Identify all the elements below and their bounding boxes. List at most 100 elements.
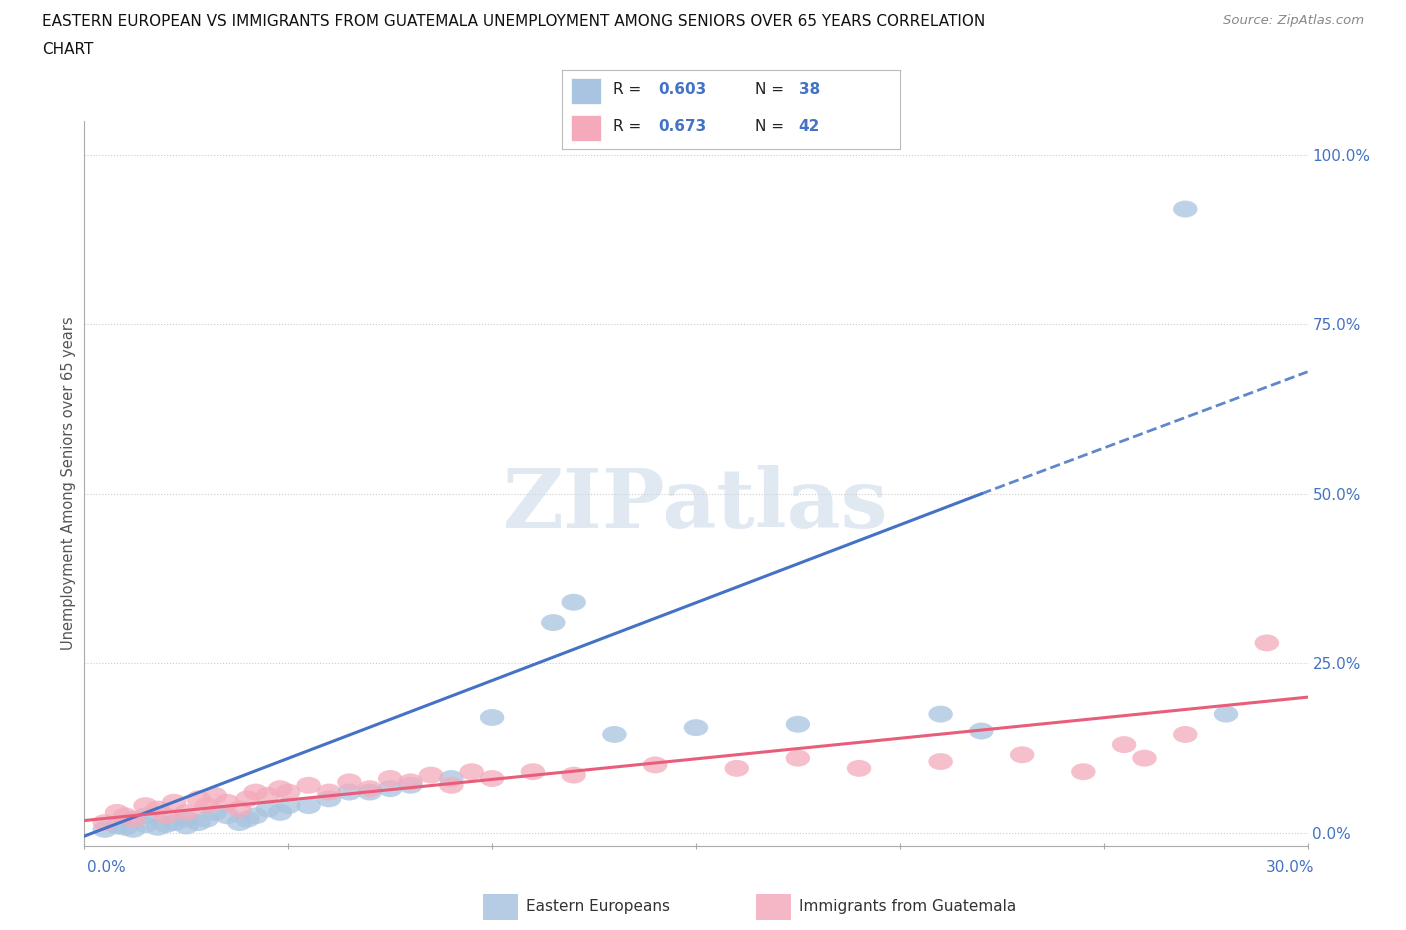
- Ellipse shape: [112, 807, 138, 824]
- Ellipse shape: [683, 719, 709, 737]
- Ellipse shape: [256, 801, 280, 817]
- Ellipse shape: [186, 790, 211, 807]
- FancyBboxPatch shape: [571, 114, 602, 141]
- Ellipse shape: [121, 811, 146, 828]
- Text: Source: ZipAtlas.com: Source: ZipAtlas.com: [1223, 14, 1364, 27]
- Text: 38: 38: [799, 83, 820, 98]
- Ellipse shape: [112, 818, 138, 836]
- Text: EASTERN EUROPEAN VS IMMIGRANTS FROM GUATEMALA UNEMPLOYMENT AMONG SENIORS OVER 65: EASTERN EUROPEAN VS IMMIGRANTS FROM GUAT…: [42, 14, 986, 29]
- Ellipse shape: [357, 784, 382, 801]
- Ellipse shape: [276, 784, 301, 801]
- Text: N =: N =: [755, 119, 789, 134]
- Ellipse shape: [153, 817, 179, 833]
- Ellipse shape: [215, 807, 239, 824]
- Ellipse shape: [243, 784, 269, 801]
- Ellipse shape: [1213, 706, 1239, 723]
- Ellipse shape: [479, 770, 505, 787]
- Ellipse shape: [561, 766, 586, 784]
- Ellipse shape: [1112, 737, 1136, 753]
- Ellipse shape: [134, 817, 157, 833]
- Ellipse shape: [276, 797, 301, 814]
- Ellipse shape: [398, 777, 423, 794]
- Ellipse shape: [186, 814, 211, 831]
- Ellipse shape: [297, 797, 321, 814]
- Text: 0.673: 0.673: [658, 119, 707, 134]
- Ellipse shape: [202, 804, 228, 821]
- Ellipse shape: [316, 790, 342, 807]
- Ellipse shape: [398, 774, 423, 790]
- Ellipse shape: [256, 787, 280, 804]
- Ellipse shape: [269, 804, 292, 821]
- Ellipse shape: [228, 814, 252, 831]
- Ellipse shape: [928, 706, 953, 723]
- Ellipse shape: [357, 780, 382, 797]
- Ellipse shape: [786, 750, 810, 766]
- Ellipse shape: [174, 817, 198, 834]
- Ellipse shape: [520, 764, 546, 780]
- Ellipse shape: [419, 766, 443, 784]
- Ellipse shape: [1010, 746, 1035, 764]
- Y-axis label: Unemployment Among Seniors over 65 years: Unemployment Among Seniors over 65 years: [60, 317, 76, 650]
- FancyBboxPatch shape: [756, 894, 790, 920]
- Ellipse shape: [724, 760, 749, 777]
- Text: N =: N =: [755, 83, 789, 98]
- Ellipse shape: [1132, 750, 1157, 766]
- Ellipse shape: [297, 777, 321, 794]
- Ellipse shape: [243, 807, 269, 824]
- Ellipse shape: [846, 760, 872, 777]
- Text: 42: 42: [799, 119, 820, 134]
- Ellipse shape: [162, 794, 186, 811]
- Text: CHART: CHART: [42, 42, 94, 57]
- Ellipse shape: [235, 790, 260, 807]
- Ellipse shape: [1071, 764, 1095, 780]
- Text: 0.603: 0.603: [658, 83, 707, 98]
- Text: R =: R =: [613, 83, 647, 98]
- Ellipse shape: [460, 764, 484, 780]
- Ellipse shape: [479, 709, 505, 726]
- Ellipse shape: [153, 807, 179, 824]
- Ellipse shape: [786, 716, 810, 733]
- FancyBboxPatch shape: [484, 894, 517, 920]
- Ellipse shape: [104, 804, 129, 821]
- Ellipse shape: [643, 756, 668, 774]
- Ellipse shape: [146, 818, 170, 836]
- Ellipse shape: [378, 780, 402, 797]
- Ellipse shape: [337, 774, 361, 790]
- Ellipse shape: [561, 593, 586, 611]
- Ellipse shape: [1173, 726, 1198, 743]
- Ellipse shape: [1173, 201, 1198, 218]
- Ellipse shape: [194, 797, 219, 814]
- Ellipse shape: [602, 726, 627, 743]
- Ellipse shape: [174, 804, 198, 821]
- Ellipse shape: [134, 797, 157, 814]
- Text: 0.0%: 0.0%: [87, 860, 127, 875]
- Ellipse shape: [541, 614, 565, 631]
- Ellipse shape: [316, 784, 342, 801]
- Ellipse shape: [194, 811, 219, 828]
- Ellipse shape: [228, 801, 252, 817]
- Ellipse shape: [93, 814, 117, 831]
- Ellipse shape: [215, 794, 239, 811]
- Text: 30.0%: 30.0%: [1267, 860, 1315, 875]
- Ellipse shape: [928, 753, 953, 770]
- Ellipse shape: [378, 770, 402, 787]
- Ellipse shape: [969, 723, 994, 739]
- Text: Eastern Europeans: Eastern Europeans: [526, 899, 671, 914]
- Ellipse shape: [202, 787, 228, 804]
- FancyBboxPatch shape: [571, 78, 602, 104]
- Text: Immigrants from Guatemala: Immigrants from Guatemala: [799, 899, 1017, 914]
- Ellipse shape: [235, 811, 260, 828]
- Text: ZIPatlas: ZIPatlas: [503, 465, 889, 545]
- Ellipse shape: [121, 821, 146, 838]
- Ellipse shape: [146, 801, 170, 817]
- Ellipse shape: [134, 807, 157, 824]
- Ellipse shape: [337, 784, 361, 801]
- Ellipse shape: [174, 811, 198, 828]
- Ellipse shape: [1254, 634, 1279, 651]
- Ellipse shape: [104, 817, 129, 834]
- Ellipse shape: [269, 780, 292, 797]
- Text: R =: R =: [613, 119, 647, 134]
- Ellipse shape: [439, 777, 464, 794]
- Ellipse shape: [93, 821, 117, 838]
- Ellipse shape: [439, 770, 464, 787]
